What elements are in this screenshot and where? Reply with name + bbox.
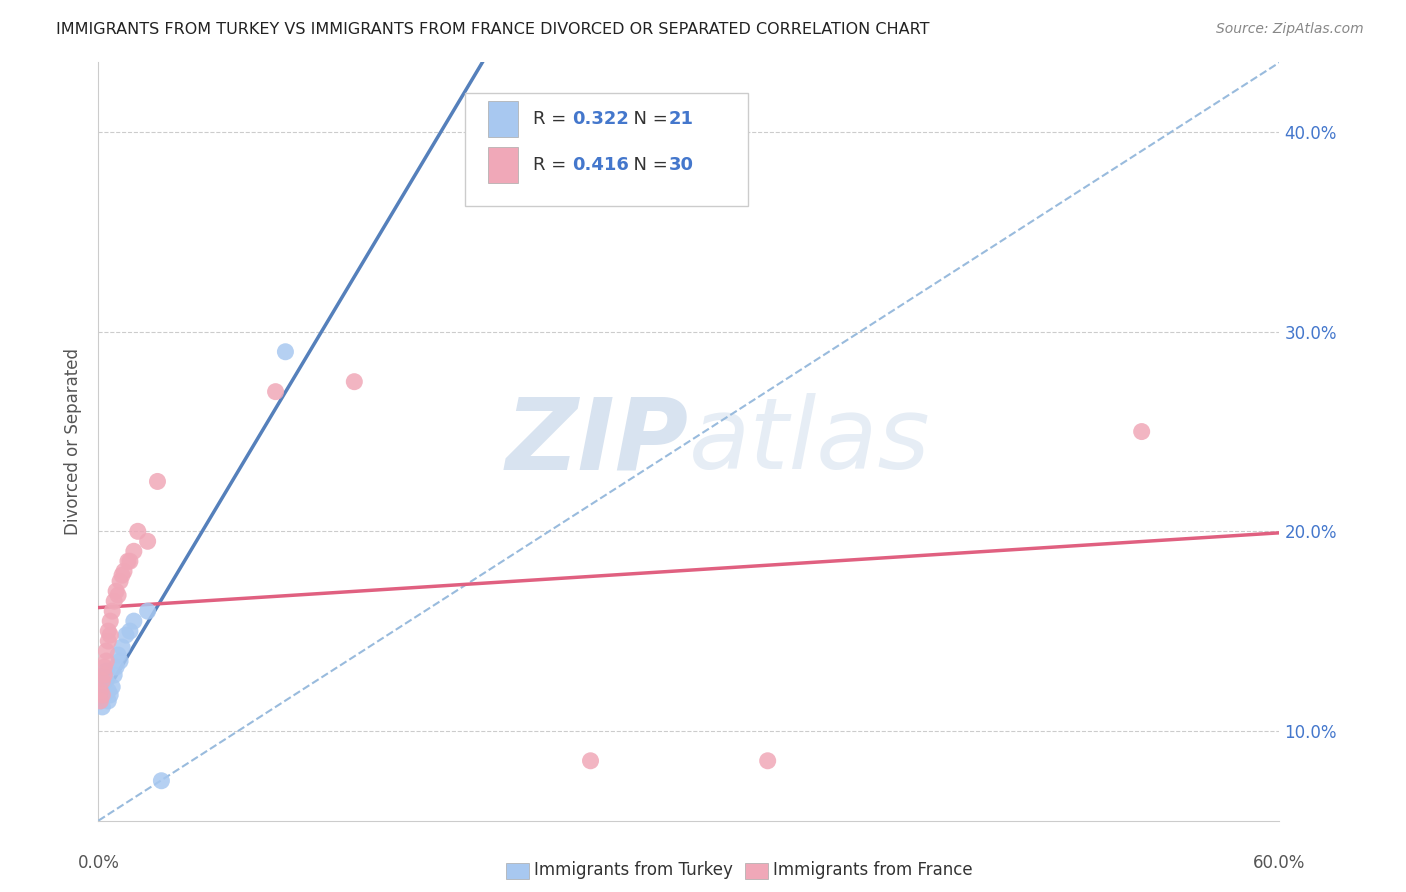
Point [579,754,602,768]
Point [98,628,121,642]
Text: Immigrants from France: Immigrants from France [773,861,973,879]
Point [93,668,115,682]
Point [89,684,111,698]
Point [98,688,121,702]
Point [756,754,779,768]
Point [103,668,125,682]
Point [118,554,141,568]
Point [108,574,131,589]
Point [96,664,118,678]
Point [105,660,128,674]
Point [122,544,145,558]
Text: 0.0%: 0.0% [77,855,120,872]
Text: 0.322: 0.322 [572,110,628,128]
Point [146,475,169,489]
Point [89,694,111,708]
Text: Immigrants from Turkey: Immigrants from Turkey [534,861,733,879]
Text: 30: 30 [669,156,695,174]
Point [96,673,118,688]
Point [122,614,145,628]
Point [107,588,129,602]
Point [150,773,173,788]
Point [97,694,120,708]
Point [105,584,128,599]
Y-axis label: Divorced or Separated: Divorced or Separated [63,348,82,535]
Text: atlas: atlas [689,393,931,490]
Text: ZIP: ZIP [506,393,689,490]
Point [97,634,120,648]
Text: Source: ZipAtlas.com: Source: ZipAtlas.com [1216,22,1364,37]
Point [343,375,366,389]
Point [97,624,120,639]
Point [93,688,115,702]
Text: R =: R = [533,156,572,174]
Text: 21: 21 [669,110,695,128]
Point [136,604,159,618]
Point [96,644,118,658]
Point [101,680,124,694]
Point [127,524,149,539]
Point [91,699,114,714]
Point [93,680,115,694]
Point [98,614,121,628]
Text: N =: N = [621,110,673,128]
Point [91,688,114,702]
Point [89,694,111,708]
Point [103,594,125,608]
Point [108,654,131,668]
Text: R =: R = [533,110,572,128]
Point [264,384,287,399]
Point [97,684,120,698]
Point [1130,425,1153,439]
Point [112,564,135,578]
FancyBboxPatch shape [464,93,748,207]
Point [118,624,141,639]
Point [136,534,159,549]
FancyBboxPatch shape [488,101,517,137]
Point [274,344,297,359]
Point [91,673,114,688]
Point [115,628,138,642]
Point [111,640,134,654]
Point [101,604,124,618]
Text: IMMIGRANTS FROM TURKEY VS IMMIGRANTS FROM FRANCE DIVORCED OR SEPARATED CORRELATI: IMMIGRANTS FROM TURKEY VS IMMIGRANTS FRO… [56,22,929,37]
Point [107,648,129,662]
Point [117,554,139,568]
Text: 60.0%: 60.0% [1253,855,1306,872]
Point [93,660,115,674]
FancyBboxPatch shape [488,147,517,184]
Text: N =: N = [621,156,673,174]
Point [96,654,118,668]
Point [111,568,134,582]
Text: 0.416: 0.416 [572,156,628,174]
